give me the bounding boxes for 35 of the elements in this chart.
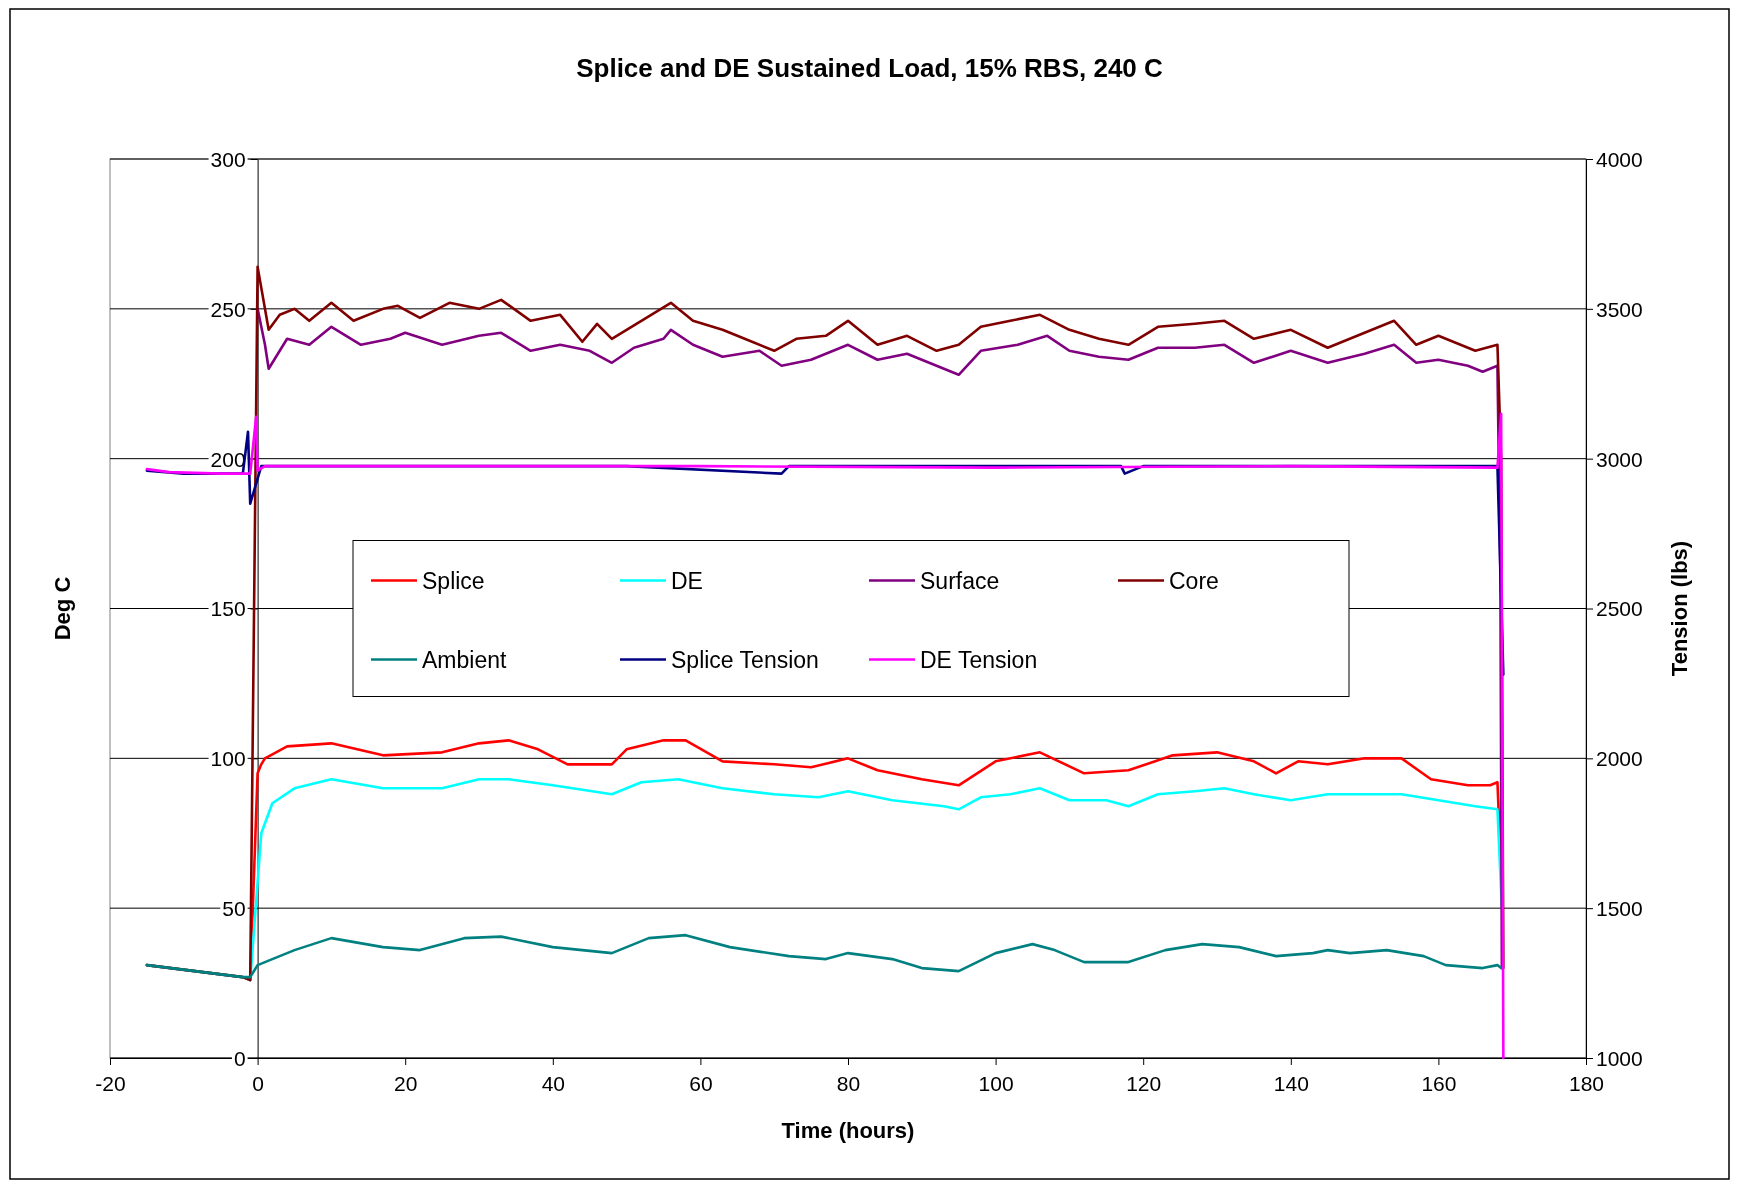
y-tick-label: 250 [210, 297, 246, 321]
x-tick-label: 40 [541, 1072, 565, 1096]
y2-tick-label: 4000 [1596, 147, 1643, 171]
y2-axis-title: Tension (lbs) [1667, 540, 1692, 677]
y-tick-label: 0 [233, 1046, 246, 1070]
y2-tick-label: 3500 [1596, 297, 1643, 321]
chart-title: Splice and DE Sustained Load, 15% RBS, 240 C [576, 53, 1164, 83]
x-tick-label: 180 [1568, 1072, 1605, 1096]
legend-label: DE Tension [920, 646, 1038, 673]
x-tick-label: 140 [1273, 1072, 1309, 1096]
x-tick-label: 80 [836, 1072, 861, 1096]
x-axis-title: Time (hours) [781, 1118, 915, 1143]
y-axis-title: Deg C [50, 576, 75, 641]
x-tick-label: -20 [95, 1072, 126, 1096]
y2-tick-label: 3000 [1596, 447, 1643, 471]
legend-label: Splice Tension [671, 646, 819, 673]
x-tick-label: 120 [1126, 1072, 1162, 1096]
y2-tick-label: 1000 [1596, 1046, 1643, 1070]
legend-label: Surface [920, 567, 1000, 594]
y-tick-label: 300 [210, 147, 246, 171]
y-tick-label: 100 [210, 747, 246, 771]
legend-label: DE [671, 567, 703, 594]
x-tick-label: 160 [1421, 1072, 1457, 1096]
y2-tick-label: 2500 [1596, 597, 1643, 621]
x-tick-label: 100 [978, 1072, 1014, 1096]
legend-label: Splice [422, 567, 485, 594]
y-tick-label: 150 [210, 597, 246, 621]
y2-tick-label: 1500 [1596, 897, 1643, 921]
x-tick-label: 20 [394, 1072, 418, 1096]
y-tick-label: 50 [222, 897, 246, 921]
x-tick-label: 0 [252, 1072, 264, 1096]
legend-label: Ambient [422, 646, 507, 673]
x-tick-label: 60 [689, 1072, 713, 1096]
y2-tick-label: 2000 [1596, 747, 1643, 771]
legend-label: Core [1169, 567, 1219, 594]
